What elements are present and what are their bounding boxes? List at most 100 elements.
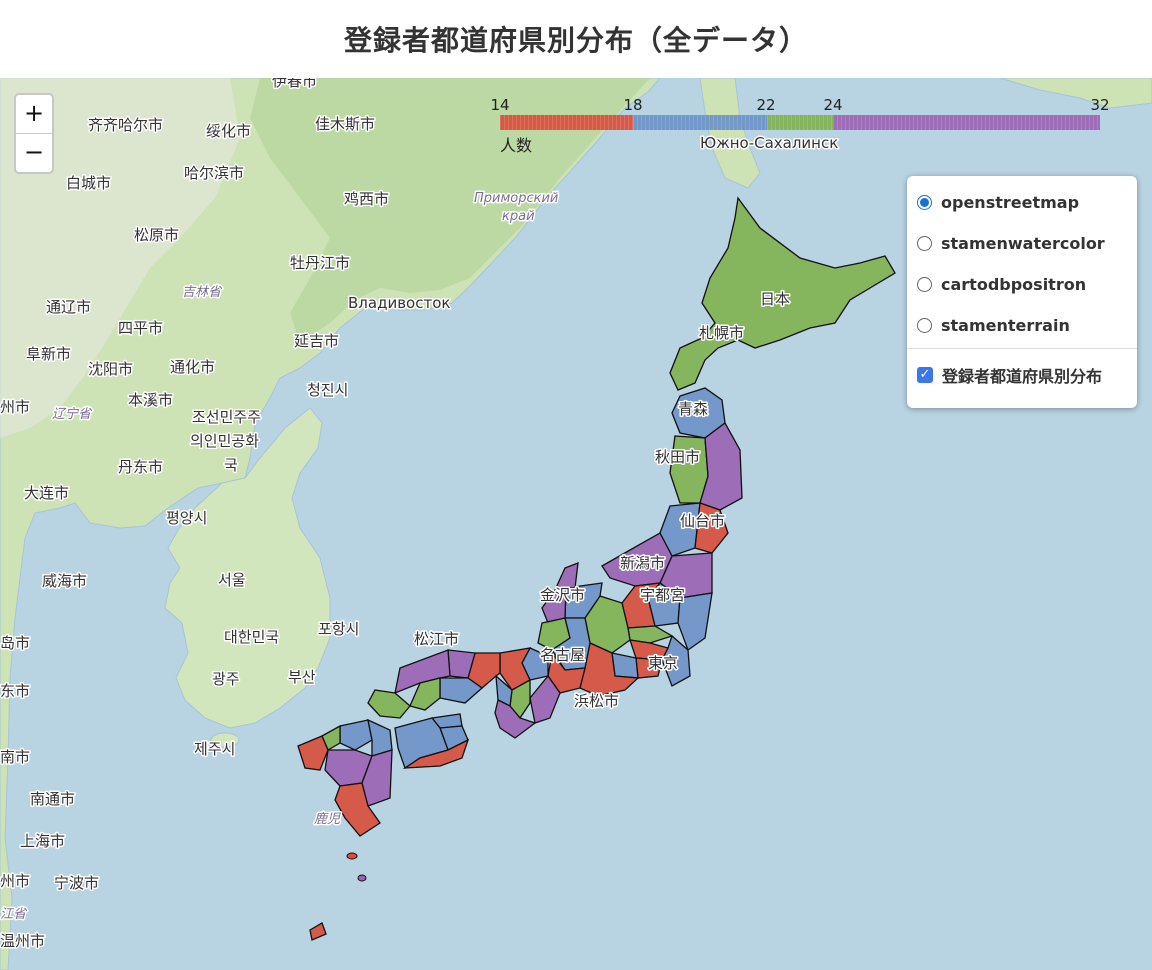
legend-tick-24: 24: [823, 96, 843, 114]
prefecture-yamaguchi[interactable]: [367, 689, 411, 719]
zoom-out-button[interactable]: −: [16, 133, 52, 172]
island-yakushima[interactable]: [357, 874, 367, 882]
label-baicheng: 白城市: [66, 174, 111, 192]
color-legend: 14 18 22 24 32 人数: [490, 96, 1109, 156]
prefecture-iwate[interactable]: [699, 422, 743, 511]
label-rok: 대한민국: [224, 628, 279, 646]
layer-option-stamenwatercolor[interactable]: stamenwatercolor: [917, 231, 1105, 255]
prefecture-ibaraki[interactable]: [677, 592, 713, 652]
label-tongliao: 通辽市: [46, 298, 91, 316]
prefecture-kagoshima[interactable]: [334, 782, 381, 837]
map-canvas[interactable]: 伊春市 齐齐哈尔市 绥化市 佳木斯市 哈尔滨市 白城市 鸡西市 Приморск…: [0, 78, 1152, 970]
label-edge-6: 江省: [0, 907, 28, 922]
label-sendai: 仙台市: [680, 512, 725, 530]
prefecture-okinawa[interactable]: [309, 922, 327, 941]
prefecture-nagasaki[interactable]: [297, 735, 329, 771]
prefecture-miyagi[interactable]: [694, 502, 729, 554]
label-sapporo: 札幌市: [699, 324, 744, 342]
label-benxi: 本溪市: [128, 391, 173, 409]
label-dandong: 丹东市: [118, 458, 163, 476]
label-jilin-province: 吉林省: [182, 285, 223, 300]
label-qiqihar: 齐齐哈尔市: [88, 116, 163, 134]
label-hamamatsu: 浜松市: [574, 692, 619, 710]
layer-option-openstreetmap[interactable]: openstreetmap: [917, 190, 1079, 214]
prefecture-hiroshima[interactable]: [409, 677, 441, 711]
label-matsue: 松江市: [414, 630, 459, 648]
radio-cartodbpositron[interactable]: [917, 276, 932, 292]
label-siping: 四平市: [118, 319, 163, 337]
legend-caption: 人数: [500, 136, 533, 155]
label-edge-4: 南市: [0, 748, 30, 766]
label-kanazawa: 金沢市: [540, 586, 585, 604]
legend-bin-24-32: [833, 115, 1100, 130]
prefecture-wakayama[interactable]: [494, 699, 537, 739]
korea-landmass: [164, 407, 331, 729]
label-akita: 秋田市: [655, 448, 700, 466]
label-nantong: 南通市: [30, 790, 75, 808]
zoom-in-button[interactable]: +: [23, 99, 45, 127]
legend-tick-22: 22: [756, 96, 776, 114]
prefecture-yamanashi[interactable]: [611, 652, 639, 679]
label-tonghua: 通化市: [170, 358, 215, 376]
layer-option-stamenterrain[interactable]: stamenterrain: [917, 313, 1070, 337]
label-harbin: 哈尔滨市: [184, 164, 244, 182]
label-dprk-3: 국: [224, 456, 238, 474]
prefecture-miyazaki[interactable]: [361, 749, 393, 807]
layer-divider: [907, 348, 1137, 349]
mainland-plain: [0, 78, 240, 438]
label-dalian: 大连市: [24, 484, 69, 502]
prefecture-chiba[interactable]: [661, 634, 691, 687]
legend-tick-32: 32: [1090, 96, 1110, 114]
label-pyongyang: 평양시: [166, 509, 207, 527]
radio-stamenterrain[interactable]: [917, 317, 932, 333]
label-jixi: 鸡西市: [344, 190, 389, 208]
kuril-islands: [999, 78, 1152, 109]
prefecture-kochi[interactable]: [402, 738, 470, 769]
label-fuxin: 阜新市: [26, 345, 71, 363]
label-edge-7: 温州市: [0, 932, 45, 950]
label-niigata: 新潟市: [620, 554, 665, 572]
label-yichun: 伊春市: [272, 78, 317, 90]
legend-bin-14-18: [500, 115, 634, 130]
overlay-option-distribution[interactable]: ✓ 登録者都道府県別分布: [917, 363, 1102, 387]
legend-bin-18-22: [633, 115, 767, 130]
prefecture-fukuoka[interactable]: [339, 719, 373, 751]
map-view[interactable]: 伊春市 齐齐哈尔市 绥化市 佳木斯市 哈尔滨市 白城市 鸡西市 Приморск…: [0, 78, 1152, 970]
jeju-island: [210, 732, 240, 748]
prefecture-mie[interactable]: [529, 674, 561, 724]
label-jiamusi: 佳木斯市: [315, 115, 375, 133]
overlay-label: 登録者都道府県別分布: [942, 367, 1103, 386]
layer-option-cartodbpositron[interactable]: cartodbpositron: [917, 272, 1086, 296]
prefecture-niigata[interactable]: [601, 532, 673, 587]
checkbox-distribution[interactable]: ✓: [917, 367, 933, 383]
label-japan: 日本: [760, 290, 790, 308]
label-tokyo: 東京: [648, 654, 678, 672]
label-shanghai: 上海市: [20, 832, 65, 850]
layer-label: stamenterrain: [941, 315, 1070, 335]
label-edge-5: 州市: [0, 872, 30, 890]
legend-tick-18: 18: [623, 96, 643, 114]
legend-tick-14: 14: [490, 96, 510, 114]
layer-control: openstreetmap stamenwatercolor cartodbpo…: [907, 176, 1137, 408]
prefecture-hokkaido[interactable]: [669, 196, 896, 391]
label-songyuan: 松原市: [134, 226, 179, 244]
radio-stamenwatercolor[interactable]: [917, 235, 932, 251]
label-seoul: 서울: [218, 571, 246, 589]
label-mudanjiang: 牡丹江市: [290, 254, 350, 272]
label-utsunomiya: 宇都宮: [640, 586, 685, 604]
label-edge-2: 岛市: [0, 634, 30, 652]
prefecture-yamagata[interactable]: [659, 502, 701, 557]
label-primorsky-1: Приморский: [474, 191, 558, 206]
label-weihai: 威海市: [42, 572, 87, 590]
label-suihua: 绥化市: [206, 122, 251, 140]
label-kagoshima: 鹿児: [314, 812, 341, 827]
radio-openstreetmap[interactable]: [917, 194, 932, 210]
label-busan: 부산: [288, 668, 316, 686]
label-qingjin: 청진시: [307, 381, 348, 399]
island-amami[interactable]: [346, 852, 358, 860]
label-edge-3: 东市: [0, 682, 30, 700]
label-gwangju: 광주: [212, 670, 240, 688]
map-title: 登録者都道府県別分布（全データ）: [343, 24, 808, 57]
label-edge-1: 州市: [0, 398, 30, 416]
mainland-forest: [250, 78, 650, 343]
